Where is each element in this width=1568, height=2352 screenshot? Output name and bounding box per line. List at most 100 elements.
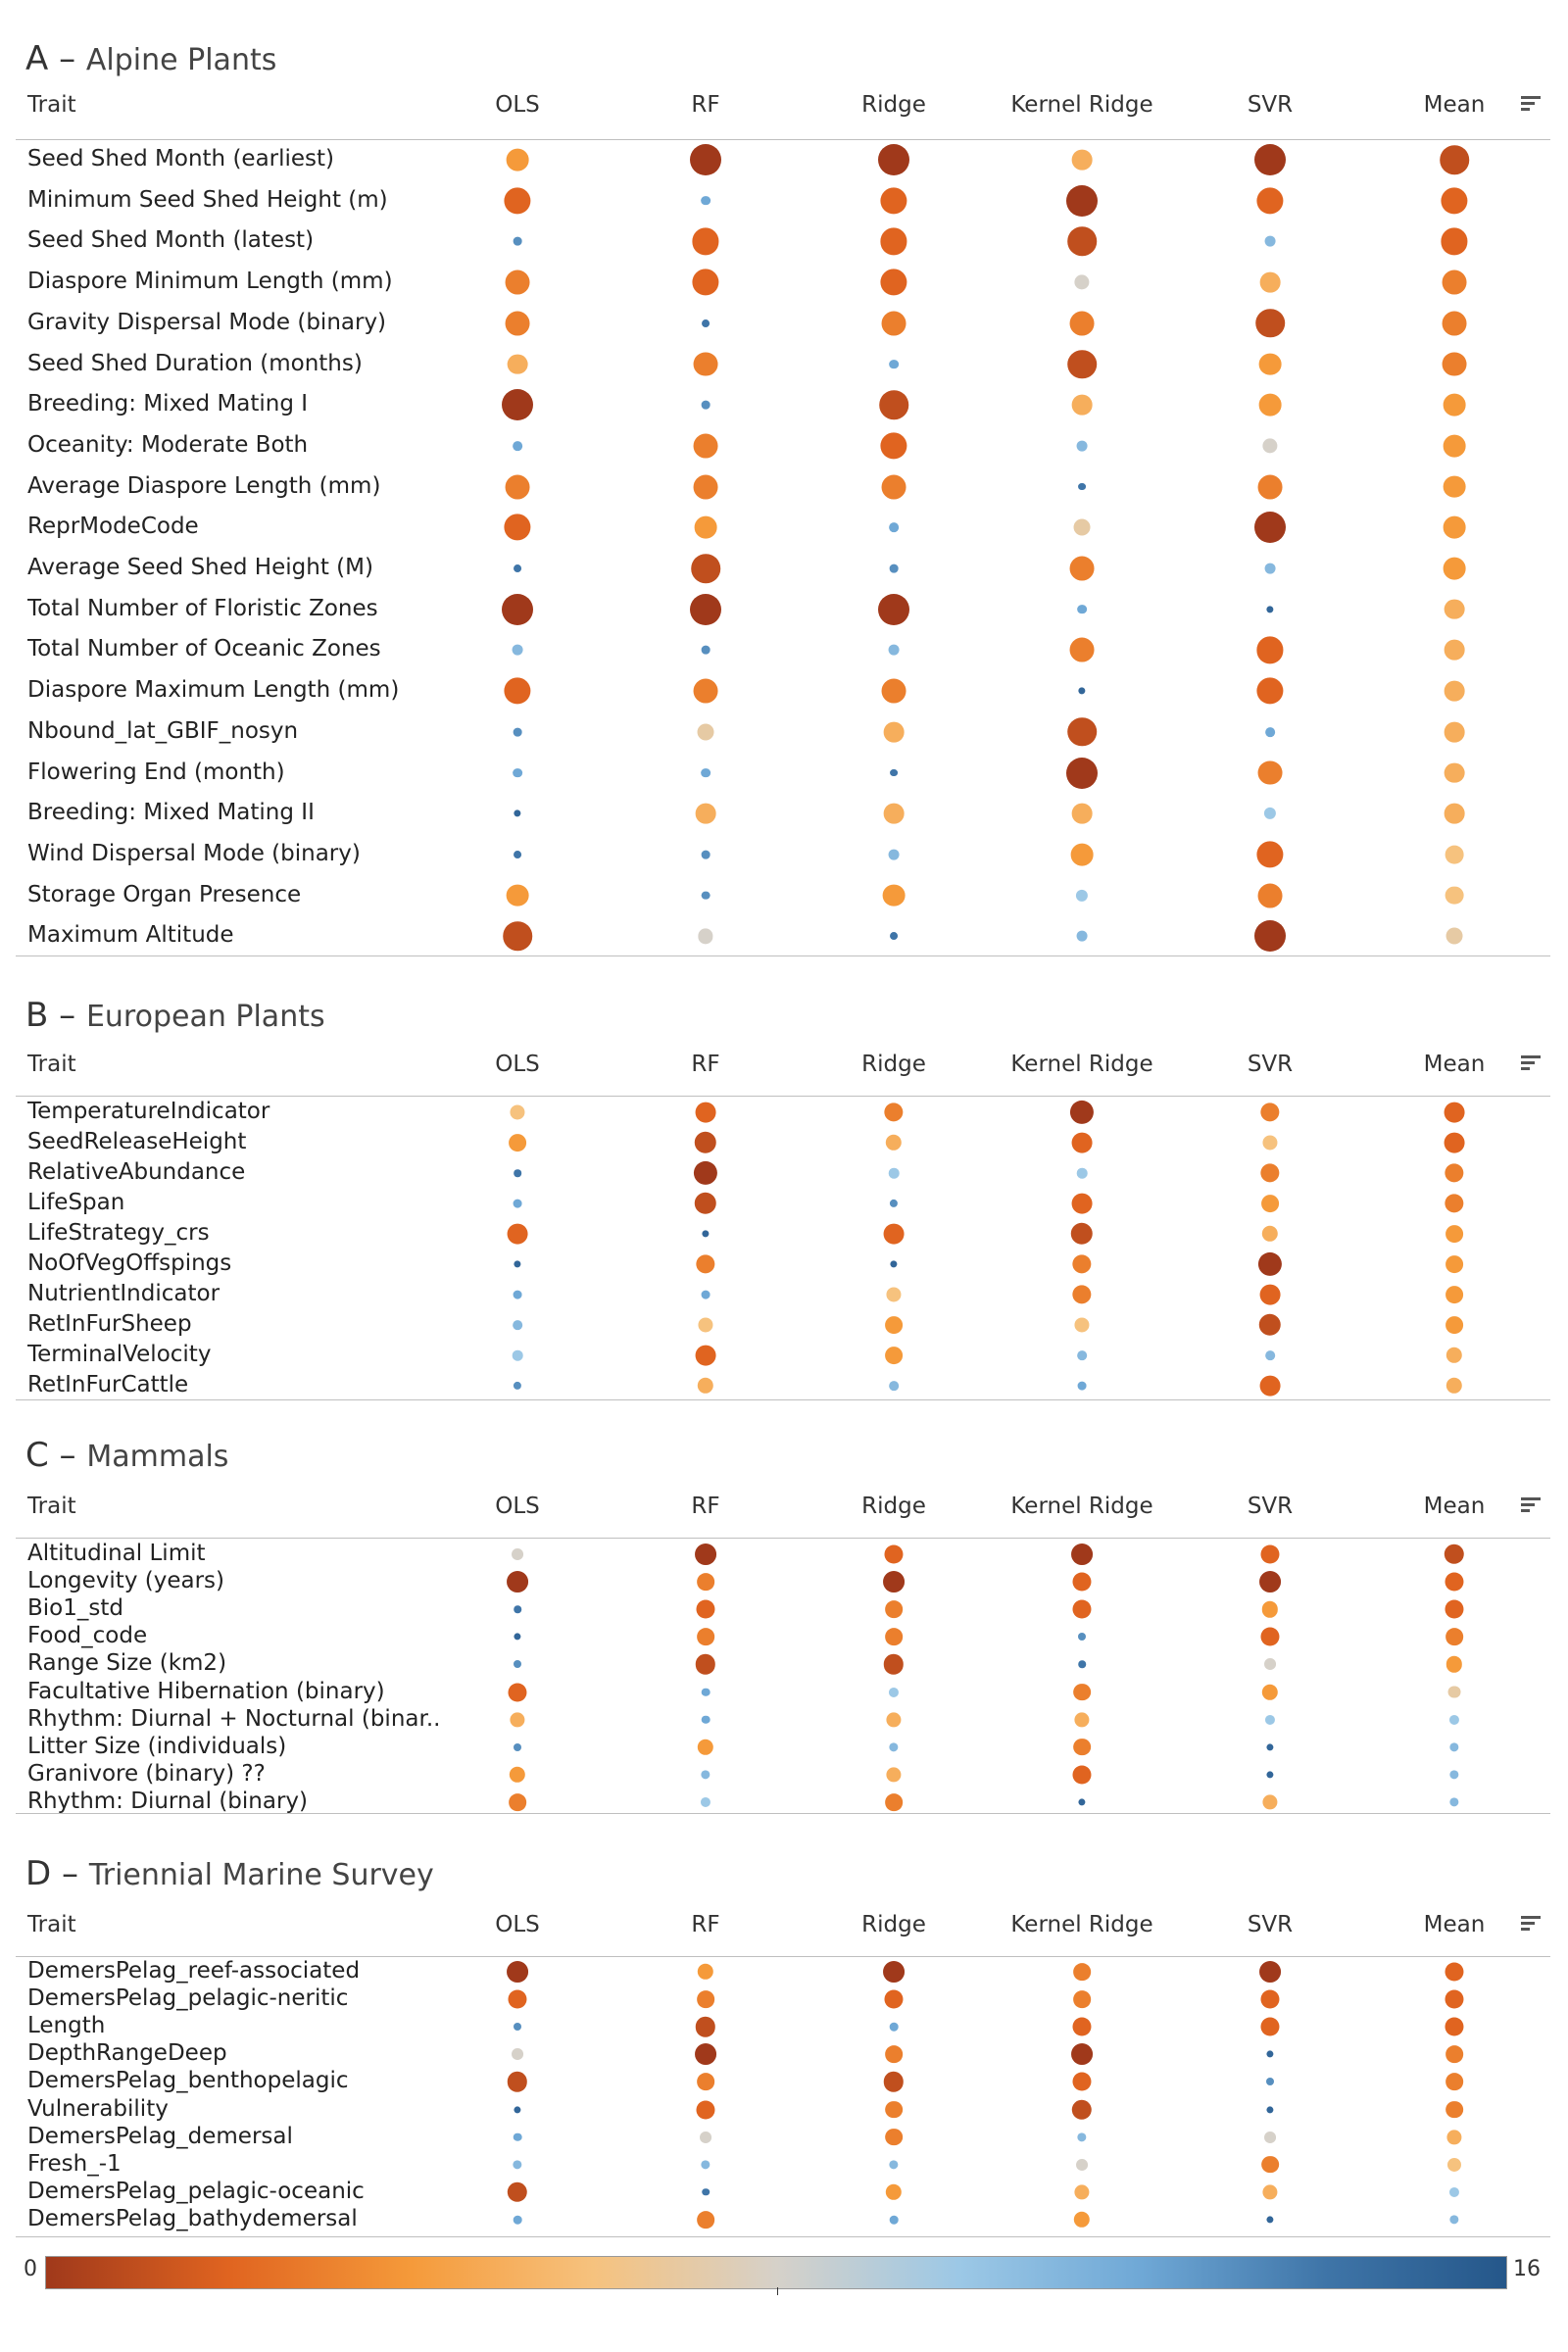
column-header-ols[interactable]: OLS bbox=[495, 1052, 540, 1077]
rank-dot-kernel-ridge[interactable] bbox=[1072, 1285, 1092, 1304]
rank-dot-ridge[interactable] bbox=[885, 1347, 903, 1364]
rank-dot-ridge[interactable] bbox=[885, 1793, 903, 1811]
column-header-rf[interactable]: RF bbox=[691, 1912, 720, 1937]
rank-dot-mean[interactable] bbox=[1447, 1686, 1461, 1698]
rank-dot-ridge[interactable] bbox=[890, 1260, 898, 1268]
rank-dot-rf[interactable] bbox=[700, 1796, 711, 1807]
rank-dot-svr[interactable] bbox=[1264, 563, 1276, 574]
rank-dot-rf[interactable] bbox=[701, 195, 710, 206]
rank-dot-ols[interactable] bbox=[513, 1199, 522, 1208]
rank-dot-ols[interactable] bbox=[505, 311, 530, 336]
rank-dot-svr[interactable] bbox=[1262, 1135, 1278, 1151]
rank-dot-svr[interactable] bbox=[1260, 1627, 1280, 1646]
rank-dot-svr[interactable] bbox=[1260, 1544, 1280, 1564]
rank-dot-ridge[interactable] bbox=[885, 1316, 903, 1334]
rank-dot-ols[interactable] bbox=[508, 1682, 527, 1702]
rank-dot-svr[interactable] bbox=[1266, 2105, 1274, 2114]
column-header-mean[interactable]: Mean bbox=[1423, 92, 1486, 118]
rank-dot-ols[interactable] bbox=[505, 270, 530, 295]
rank-dot-svr[interactable] bbox=[1259, 1961, 1281, 1983]
rank-dot-rf[interactable] bbox=[691, 554, 720, 583]
rank-dot-ridge[interactable] bbox=[886, 1767, 902, 1783]
rank-dot-mean[interactable] bbox=[1441, 187, 1468, 215]
rank-dot-mean[interactable] bbox=[1446, 2157, 1462, 2172]
rank-dot-kernel-ridge[interactable] bbox=[1071, 2099, 1093, 2120]
rank-dot-rf[interactable] bbox=[695, 2043, 716, 2066]
rank-dot-kernel-ridge[interactable] bbox=[1073, 518, 1091, 536]
rank-dot-kernel-ridge[interactable] bbox=[1069, 637, 1095, 662]
rank-dot-kernel-ridge[interactable] bbox=[1077, 2132, 1087, 2142]
rank-dot-ridge[interactable] bbox=[889, 1199, 899, 1208]
rank-dot-ols[interactable] bbox=[506, 148, 529, 172]
rank-dot-mean[interactable] bbox=[1443, 475, 1466, 498]
rank-dot-rf[interactable] bbox=[694, 1192, 717, 1215]
rank-dot-svr[interactable] bbox=[1260, 2017, 1280, 2036]
rank-dot-kernel-ridge[interactable] bbox=[1077, 1350, 1087, 1360]
rank-dot-rf[interactable] bbox=[693, 352, 718, 376]
rank-dot-ridge[interactable] bbox=[888, 644, 900, 656]
rank-dot-mean[interactable] bbox=[1441, 227, 1468, 255]
rank-dot-rf[interactable] bbox=[696, 1599, 715, 1619]
rank-dot-svr[interactable] bbox=[1264, 1714, 1276, 1725]
rank-dot-rf[interactable] bbox=[692, 269, 719, 296]
rank-dot-mean[interactable] bbox=[1446, 2045, 1463, 2064]
rank-dot-kernel-ridge[interactable] bbox=[1071, 1193, 1093, 1214]
rank-dot-ols[interactable] bbox=[513, 2215, 522, 2225]
rank-dot-rf[interactable] bbox=[701, 646, 710, 655]
rank-dot-ridge[interactable] bbox=[889, 2022, 899, 2032]
rank-dot-svr[interactable] bbox=[1264, 2131, 1276, 2143]
sort-icon[interactable] bbox=[1521, 1055, 1541, 1073]
rank-dot-ridge[interactable] bbox=[890, 768, 898, 777]
rank-dot-svr[interactable] bbox=[1262, 1794, 1278, 1810]
rank-dot-ridge[interactable] bbox=[878, 593, 909, 625]
rank-dot-kernel-ridge[interactable] bbox=[1071, 803, 1093, 824]
rank-dot-ols[interactable] bbox=[513, 237, 522, 246]
rank-dot-mean[interactable] bbox=[1445, 1599, 1464, 1619]
rank-dot-mean[interactable] bbox=[1446, 1347, 1463, 1364]
rank-dot-kernel-ridge[interactable] bbox=[1072, 1254, 1092, 1274]
rank-dot-ols[interactable] bbox=[513, 2160, 522, 2170]
rank-dot-kernel-ridge[interactable] bbox=[1071, 1132, 1093, 1153]
rank-dot-kernel-ridge[interactable] bbox=[1077, 1381, 1087, 1391]
column-header-svr[interactable]: SVR bbox=[1247, 1494, 1294, 1519]
rank-dot-ols[interactable] bbox=[512, 644, 523, 656]
rank-dot-ridge[interactable] bbox=[883, 1961, 905, 1983]
rank-dot-rf[interactable] bbox=[695, 1345, 716, 1366]
rank-dot-ridge[interactable] bbox=[883, 721, 905, 743]
rank-dot-ols[interactable] bbox=[513, 1742, 522, 1751]
rank-dot-rf[interactable] bbox=[692, 227, 719, 255]
rank-dot-mean[interactable] bbox=[1444, 762, 1465, 783]
column-header-mean[interactable]: Mean bbox=[1423, 1494, 1486, 1519]
rank-dot-rf[interactable] bbox=[701, 400, 710, 410]
rank-dot-rf[interactable] bbox=[701, 850, 710, 859]
column-header-kernel-ridge[interactable]: Kernel Ridge bbox=[1010, 1494, 1153, 1519]
rank-dot-kernel-ridge[interactable] bbox=[1072, 2072, 1092, 2091]
rank-dot-rf[interactable] bbox=[695, 1102, 716, 1123]
rank-dot-kernel-ridge[interactable] bbox=[1071, 394, 1093, 416]
rank-dot-svr[interactable] bbox=[1256, 187, 1284, 215]
rank-dot-mean[interactable] bbox=[1445, 1572, 1464, 1592]
rank-dot-ols[interactable] bbox=[513, 727, 522, 737]
rank-dot-mean[interactable] bbox=[1445, 2017, 1464, 2036]
rank-dot-rf[interactable] bbox=[700, 2131, 711, 2143]
rank-dot-rf[interactable] bbox=[695, 2016, 716, 2037]
rank-dot-svr[interactable] bbox=[1257, 474, 1283, 500]
rank-dot-rf[interactable] bbox=[697, 1573, 714, 1591]
rank-dot-rf[interactable] bbox=[697, 1990, 714, 2008]
rank-dot-ridge[interactable] bbox=[889, 522, 899, 533]
rank-dot-mean[interactable] bbox=[1442, 352, 1467, 376]
rank-dot-mean[interactable] bbox=[1446, 1255, 1463, 1273]
rank-dot-rf[interactable] bbox=[698, 928, 713, 944]
rank-dot-svr[interactable] bbox=[1257, 1251, 1283, 1277]
rank-dot-ols[interactable] bbox=[514, 1169, 521, 1177]
rank-dot-ridge[interactable] bbox=[881, 474, 906, 500]
rank-dot-svr[interactable] bbox=[1259, 1284, 1281, 1305]
rank-dot-ridge[interactable] bbox=[885, 2183, 903, 2200]
rank-dot-ridge[interactable] bbox=[879, 390, 908, 419]
column-header-ridge[interactable]: Ridge bbox=[861, 92, 926, 118]
rank-dot-svr[interactable] bbox=[1259, 271, 1281, 293]
rank-dot-mean[interactable] bbox=[1443, 557, 1466, 580]
column-header-svr[interactable]: SVR bbox=[1247, 92, 1294, 118]
rank-dot-ols[interactable] bbox=[513, 2023, 522, 2032]
rank-dot-ridge[interactable] bbox=[883, 2072, 905, 2092]
